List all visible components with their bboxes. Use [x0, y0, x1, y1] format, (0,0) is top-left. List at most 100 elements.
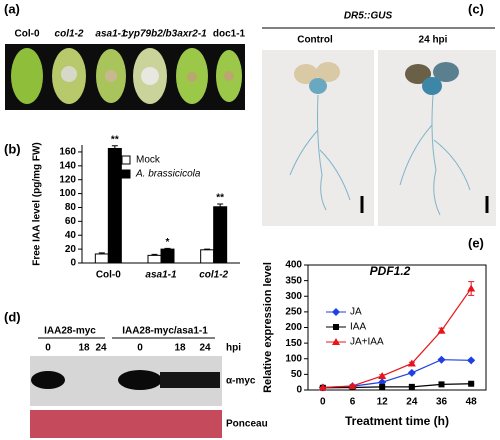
- time-label: 24: [199, 343, 211, 354]
- y-tick-label: 200: [285, 322, 302, 333]
- y-tick-label: 150: [285, 338, 302, 349]
- bar: [107, 147, 122, 264]
- y-tick-label: 100: [59, 188, 76, 199]
- legend-swatch: [121, 155, 131, 165]
- blot-band: [31, 371, 65, 389]
- time-label: 0: [137, 343, 143, 354]
- x-axis-label: Treatment time (h): [345, 414, 449, 428]
- point: [318, 383, 327, 391]
- point: [332, 338, 340, 345]
- y-tick-label: 100: [285, 353, 302, 364]
- x-tick-label: 24: [406, 397, 418, 408]
- point: [378, 371, 387, 379]
- error-bar: [151, 253, 158, 256]
- error-bar: [217, 203, 224, 207]
- legend-label: A. brassicicola: [135, 169, 201, 180]
- genotype-label: axr2-1: [177, 29, 207, 40]
- leaves: [11, 48, 242, 104]
- line: [322, 288, 472, 389]
- bar: [94, 253, 109, 264]
- point: [333, 324, 339, 330]
- time-label: 0: [45, 343, 51, 354]
- y-tick-label: 50: [291, 369, 303, 380]
- point: [468, 380, 475, 387]
- bar: [213, 206, 228, 264]
- point: [438, 381, 445, 388]
- point: [407, 368, 416, 377]
- error-bar: [204, 248, 211, 250]
- y-tick-label: 300: [285, 291, 302, 302]
- y-tick-label: 0: [296, 385, 302, 396]
- x-tick-label: asa1-1: [145, 270, 177, 281]
- line: [322, 359, 472, 389]
- bar: [200, 249, 215, 264]
- time-label: 18: [174, 343, 186, 354]
- legend-label: IAA: [350, 322, 366, 333]
- x-tick-label: Col-0: [96, 270, 121, 281]
- legend-label: JA+IAA: [350, 337, 384, 348]
- y-tick-label: 40: [65, 230, 77, 241]
- legend-label: JA: [350, 307, 362, 318]
- blot-band: [118, 370, 162, 390]
- y-tick-label: 250: [285, 307, 302, 318]
- panel-label: (a): [4, 1, 20, 16]
- genotype-label: col1-2: [55, 29, 84, 40]
- panel-label: (c): [468, 1, 484, 16]
- time-unit: hpi: [226, 343, 241, 354]
- genotype-label: Col-0: [15, 29, 40, 40]
- error-bar: [98, 252, 105, 254]
- y-tick-label: 20: [65, 244, 77, 255]
- bar: [160, 248, 175, 264]
- row-label: α-myc: [226, 376, 256, 387]
- y-tick-label: 80: [65, 202, 77, 213]
- significance-mark: *: [166, 237, 170, 248]
- y-tick-label: 0: [70, 258, 76, 269]
- error-bar: [111, 145, 118, 149]
- significance-mark: **: [216, 193, 224, 204]
- point: [407, 359, 416, 367]
- y-axis-label: Relative expression level: [262, 262, 274, 393]
- y-tick-label: 140: [59, 160, 76, 171]
- blot-band: [160, 372, 220, 388]
- chart-title: PDF1.2: [370, 264, 411, 278]
- y-tick-label: 400: [285, 260, 302, 271]
- significance-mark: **: [111, 134, 119, 145]
- y-tick-label: 350: [285, 275, 302, 286]
- error-bar: [164, 247, 171, 250]
- condition-label: 24 hpi: [419, 35, 448, 46]
- point: [379, 383, 386, 390]
- x-tick-label: 12: [377, 397, 389, 408]
- y-tick-label: 120: [59, 174, 76, 185]
- time-label: 24: [95, 343, 107, 354]
- ponceau-stain: [30, 410, 222, 438]
- condition-label: Control: [297, 35, 333, 46]
- point: [332, 308, 340, 316]
- y-axis-label: Free IAA level (pg/mg FW): [32, 142, 43, 266]
- point: [467, 284, 476, 292]
- y-tick-label: 160: [59, 147, 76, 158]
- genotype-label: asa1-1: [95, 29, 127, 40]
- line-label: IAA28-myc: [44, 326, 96, 337]
- time-label: 18: [78, 343, 90, 354]
- panel-label: (e): [468, 235, 484, 250]
- point: [437, 355, 446, 364]
- panel-title: DR5::GUS: [344, 11, 393, 22]
- genotype-label: doc1-1: [213, 29, 246, 40]
- cotyledons: [294, 62, 459, 95]
- x-tick-label: 36: [436, 397, 448, 408]
- x-tick-label: 6: [350, 397, 356, 408]
- legend-swatch: [121, 169, 131, 179]
- point: [467, 356, 476, 365]
- bar: [147, 254, 162, 264]
- point: [348, 381, 357, 389]
- y-tick-label: 60: [65, 216, 77, 227]
- row-label: Ponceau: [226, 419, 268, 430]
- point: [437, 326, 446, 334]
- line-label: IAA28-myc/asa1-1: [122, 326, 208, 337]
- line: [322, 383, 472, 389]
- seedlings: [289, 94, 471, 216]
- panel-label: (d): [4, 309, 21, 324]
- point: [408, 383, 415, 390]
- panel-label: (b): [4, 141, 21, 156]
